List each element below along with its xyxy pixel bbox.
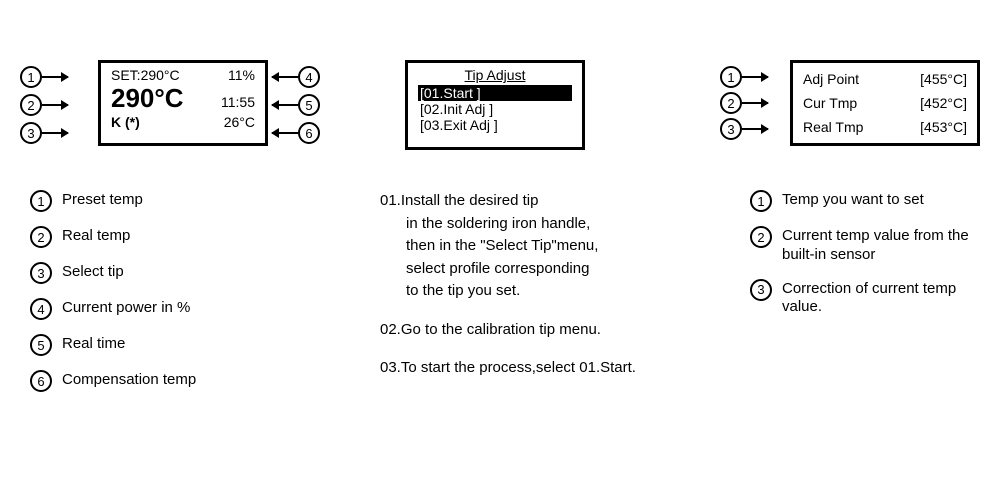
lcd-tip: K (*) <box>111 114 140 130</box>
opt-init-adj[interactable]: [02.Init Adj ] <box>418 101 572 117</box>
lcd-mid-title: Tip Adjust <box>418 67 572 83</box>
ptr-r-2: 2 <box>720 92 768 114</box>
ptr-r-1: 1 <box>720 66 768 88</box>
adj-r2l: Cur Tmp <box>803 91 857 115</box>
legend-l-3: Select tip <box>62 262 124 282</box>
instructions: 01.Install the desired tip in the solder… <box>380 190 636 396</box>
legend-left: 1Preset temp 2Real temp 3Select tip 4Cur… <box>30 190 196 406</box>
lcd-set-label: SET:290°C <box>111 67 180 83</box>
legend-l-2: Real temp <box>62 226 130 246</box>
lcd-power: 11% <box>228 67 255 83</box>
circ-5: 5 <box>298 94 320 116</box>
legend-r-2: Current temp value from the built-in sen… <box>782 226 990 265</box>
legend-l-1: Preset temp <box>62 190 143 210</box>
ptr-right-4: 4 <box>272 66 320 88</box>
circ-1: 1 <box>20 66 42 88</box>
lcd-time: 11:55 <box>221 94 255 110</box>
lcd-comp-temp: 26°C <box>224 114 255 130</box>
ptr-r-3: 3 <box>720 118 768 140</box>
instr-1a: 01.Install the desired tip <box>380 192 538 209</box>
adj-r3r: [453°C] <box>920 115 967 139</box>
circ-4: 4 <box>298 66 320 88</box>
ptr-right-5: 5 <box>272 94 320 116</box>
legend-l-5: Real time <box>62 334 125 354</box>
instr-1d: select profile corresponding <box>380 258 636 281</box>
adj-r3l: Real Tmp <box>803 115 863 139</box>
instr-2: 02.Go to the calibration tip menu. <box>380 319 636 342</box>
circ-3: 3 <box>20 122 42 144</box>
circ-6: 6 <box>298 122 320 144</box>
ptr-left-1: 1 <box>20 66 68 88</box>
adj-r1r: [455°C] <box>920 67 967 91</box>
circ-2: 2 <box>20 94 42 116</box>
ptr-left-2: 2 <box>20 94 68 116</box>
opt-exit-adj[interactable]: [03.Exit Adj ] <box>418 117 572 133</box>
ptr-right-6: 6 <box>272 122 320 144</box>
lcd-tip-adjust: Tip Adjust [01.Start ] [02.Init Adj ] [0… <box>405 60 585 150</box>
opt-start[interactable]: [01.Start ] <box>418 85 572 101</box>
lcd-adj: Adj Point [455°C] Cur Tmp [452°C] Real Tmp… <box>790 60 980 146</box>
adj-r1l: Adj Point <box>803 67 859 91</box>
legend-right: 1Temp you want to set 2Current temp valu… <box>750 190 990 331</box>
lcd-real-temp: 290°C <box>111 83 184 114</box>
instr-1c: then in the "Select Tip"menu, <box>380 235 636 258</box>
ptr-left-3: 3 <box>20 122 68 144</box>
instr-3: 03.To start the process,select 01.Start. <box>380 357 636 380</box>
lcd-main: SET:290°C 11% 290°C 11:55 K (*) 26°C <box>98 60 268 146</box>
adj-r2r: [452°C] <box>920 91 967 115</box>
legend-l-4: Current power in % <box>62 298 190 318</box>
instr-1b: in the soldering iron handle, <box>380 213 636 236</box>
legend-l-6: Compensation temp <box>62 370 196 390</box>
legend-r-1: Temp you want to set <box>782 190 924 210</box>
instr-1e: to the tip you set. <box>380 280 636 303</box>
legend-r-3: Correction of current temp value. <box>782 279 990 318</box>
